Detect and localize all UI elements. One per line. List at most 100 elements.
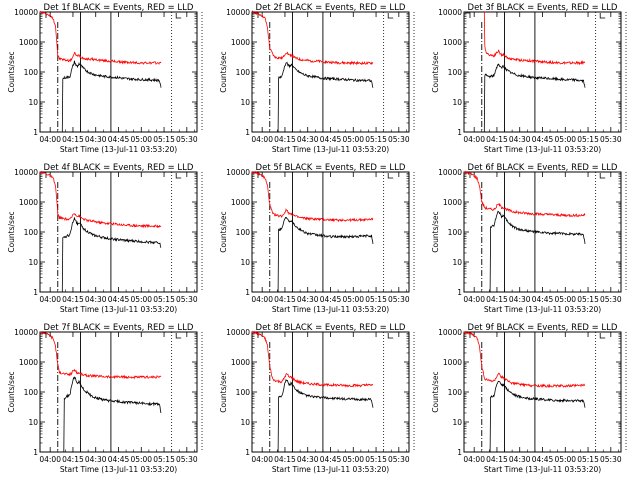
y-tick-label: 1 xyxy=(33,128,38,137)
x-tick-label: 05:15 xyxy=(365,135,387,144)
event-rate-line xyxy=(61,60,162,133)
y-tick-label: 1 xyxy=(457,128,462,137)
x-tick-label: 05:00 xyxy=(130,135,152,144)
x-tick-label: 05:30 xyxy=(388,135,410,144)
top-left-bracket xyxy=(465,12,471,18)
y-tick-label: 100 xyxy=(448,388,463,397)
x-tick-label: 04:45 xyxy=(532,135,554,144)
x-tick-label: 04:15 xyxy=(62,295,84,304)
x-tick-label: 04:15 xyxy=(62,455,84,464)
x-tick-label: 04:00 xyxy=(463,295,485,304)
y-tick-label: 10 xyxy=(452,258,462,267)
event-rate-line xyxy=(277,216,374,293)
x-axis-label: Start Time (13-Jul-11 03:53:20) xyxy=(484,465,601,474)
y-tick-label: 1000 xyxy=(231,358,250,367)
lld-rate-line xyxy=(251,10,374,66)
x-tick-label: 04:45 xyxy=(532,295,554,304)
y-tick-label: 10000 xyxy=(14,168,38,177)
y-axis-label: Counts/sec xyxy=(431,51,440,92)
x-tick-label: 05:15 xyxy=(153,295,175,304)
panel-det-5: Det 5f BLACK = Events, RED = LLD 1 10 100 10… xyxy=(219,163,415,314)
y-tick-label: 10000 xyxy=(226,8,250,17)
y-tick-label: 100 xyxy=(24,388,39,397)
x-tick-label: 04:30 xyxy=(85,295,107,304)
plot-frame xyxy=(251,331,410,453)
x-tick-label: 05:30 xyxy=(176,455,198,464)
x-tick-label: 04:15 xyxy=(274,295,296,304)
x-tick-label: 04:00 xyxy=(251,455,273,464)
top-right-bracket xyxy=(175,173,182,179)
plot-frame xyxy=(251,11,410,133)
x-axis-label: Start Time (13-Jul-11 03:53:20) xyxy=(272,305,389,314)
y-axis-label: Counts/sec xyxy=(7,371,16,412)
x-tick-label: 05:15 xyxy=(153,135,175,144)
plot-frame xyxy=(251,171,410,293)
y-tick-label: 1000 xyxy=(443,198,462,207)
y-tick-label: 100 xyxy=(24,68,39,77)
panel-title: Det 4f BLACK = Events, RED = LLD xyxy=(44,163,194,173)
y-axis-label: Counts/sec xyxy=(431,371,440,412)
x-tick-label: 05:00 xyxy=(554,455,576,464)
top-right-bracket xyxy=(175,333,182,339)
top-left-bracket xyxy=(465,172,471,178)
panel-det-3: Det 3f BLACK = Events, RED = LLD 1 10 100 10… xyxy=(431,3,627,154)
x-tick-label: 04:15 xyxy=(274,455,296,464)
y-tick-label: 1 xyxy=(33,288,38,297)
x-tick-label: 04:15 xyxy=(486,135,508,144)
panel-title: Det 7f BLACK = Events, RED = LLD xyxy=(44,323,194,333)
y-tick-label: 10000 xyxy=(438,8,462,17)
top-right-bracket xyxy=(599,333,606,339)
panel-title: Det 6f BLACK = Events, RED = LLD xyxy=(468,163,618,173)
y-tick-label: 100 xyxy=(236,228,251,237)
x-tick-label: 04:00 xyxy=(39,295,61,304)
event-rate-line xyxy=(489,210,586,293)
x-axis-label: Start Time (13-Jul-11 03:53:20) xyxy=(484,305,601,314)
x-tick-label: 05:30 xyxy=(600,295,622,304)
top-right-bracket xyxy=(387,13,394,19)
top-right-bracket xyxy=(599,173,606,179)
y-tick-label: 1 xyxy=(245,288,250,297)
x-tick-label: 04:30 xyxy=(297,455,319,464)
y-tick-label: 1000 xyxy=(19,198,38,207)
y-axis-label: Counts/sec xyxy=(219,211,228,252)
y-tick-label: 10000 xyxy=(226,168,250,177)
y-tick-label: 10000 xyxy=(438,168,462,177)
y-tick-label: 1000 xyxy=(231,38,250,47)
lld-rate-line xyxy=(251,171,374,223)
y-axis-label: Counts/sec xyxy=(7,51,16,92)
y-tick-label: 10 xyxy=(28,98,38,107)
top-right-bracket xyxy=(175,13,182,19)
panel-title: Det 2f BLACK = Events, RED = LLD xyxy=(256,3,406,13)
event-rate-line xyxy=(61,217,162,293)
event-rate-line xyxy=(277,61,374,133)
panel-det-6: Det 6f BLACK = Events, RED = LLD 1 10 100 10… xyxy=(431,163,627,314)
x-tick-label: 04:30 xyxy=(509,135,531,144)
x-axis-label: Start Time (13-Jul-11 03:53:20) xyxy=(484,145,601,154)
y-tick-label: 10 xyxy=(452,418,462,427)
panel-det-2: Det 2f BLACK = Events, RED = LLD 1 10 100 10… xyxy=(219,3,415,154)
x-tick-label: 04:30 xyxy=(297,135,319,144)
y-tick-label: 10 xyxy=(28,418,38,427)
y-tick-label: 1 xyxy=(457,448,462,457)
x-tick-label: 04:00 xyxy=(463,135,485,144)
x-tick-label: 05:30 xyxy=(600,135,622,144)
x-tick-label: 05:15 xyxy=(577,455,599,464)
x-tick-label: 04:45 xyxy=(320,455,342,464)
x-tick-label: 04:30 xyxy=(85,135,107,144)
x-axis-label: Start Time (13-Jul-11 03:53:20) xyxy=(272,465,389,474)
plot-frame xyxy=(39,11,198,133)
top-right-bracket xyxy=(599,13,606,19)
y-axis-label: Counts/sec xyxy=(219,51,228,92)
y-axis-label: Counts/sec xyxy=(219,371,228,412)
x-tick-label: 05:00 xyxy=(342,455,364,464)
plot-frame xyxy=(463,11,622,133)
x-tick-label: 05:30 xyxy=(176,295,198,304)
panel-det-1: Det 1f BLACK = Events, RED = LLD 1 10 100 10… xyxy=(7,3,203,154)
x-tick-label: 05:30 xyxy=(388,295,410,304)
x-tick-label: 04:45 xyxy=(108,135,130,144)
y-axis-label: Counts/sec xyxy=(7,211,16,252)
x-tick-label: 04:45 xyxy=(108,295,130,304)
x-tick-label: 05:30 xyxy=(388,455,410,464)
x-tick-label: 05:15 xyxy=(365,455,387,464)
